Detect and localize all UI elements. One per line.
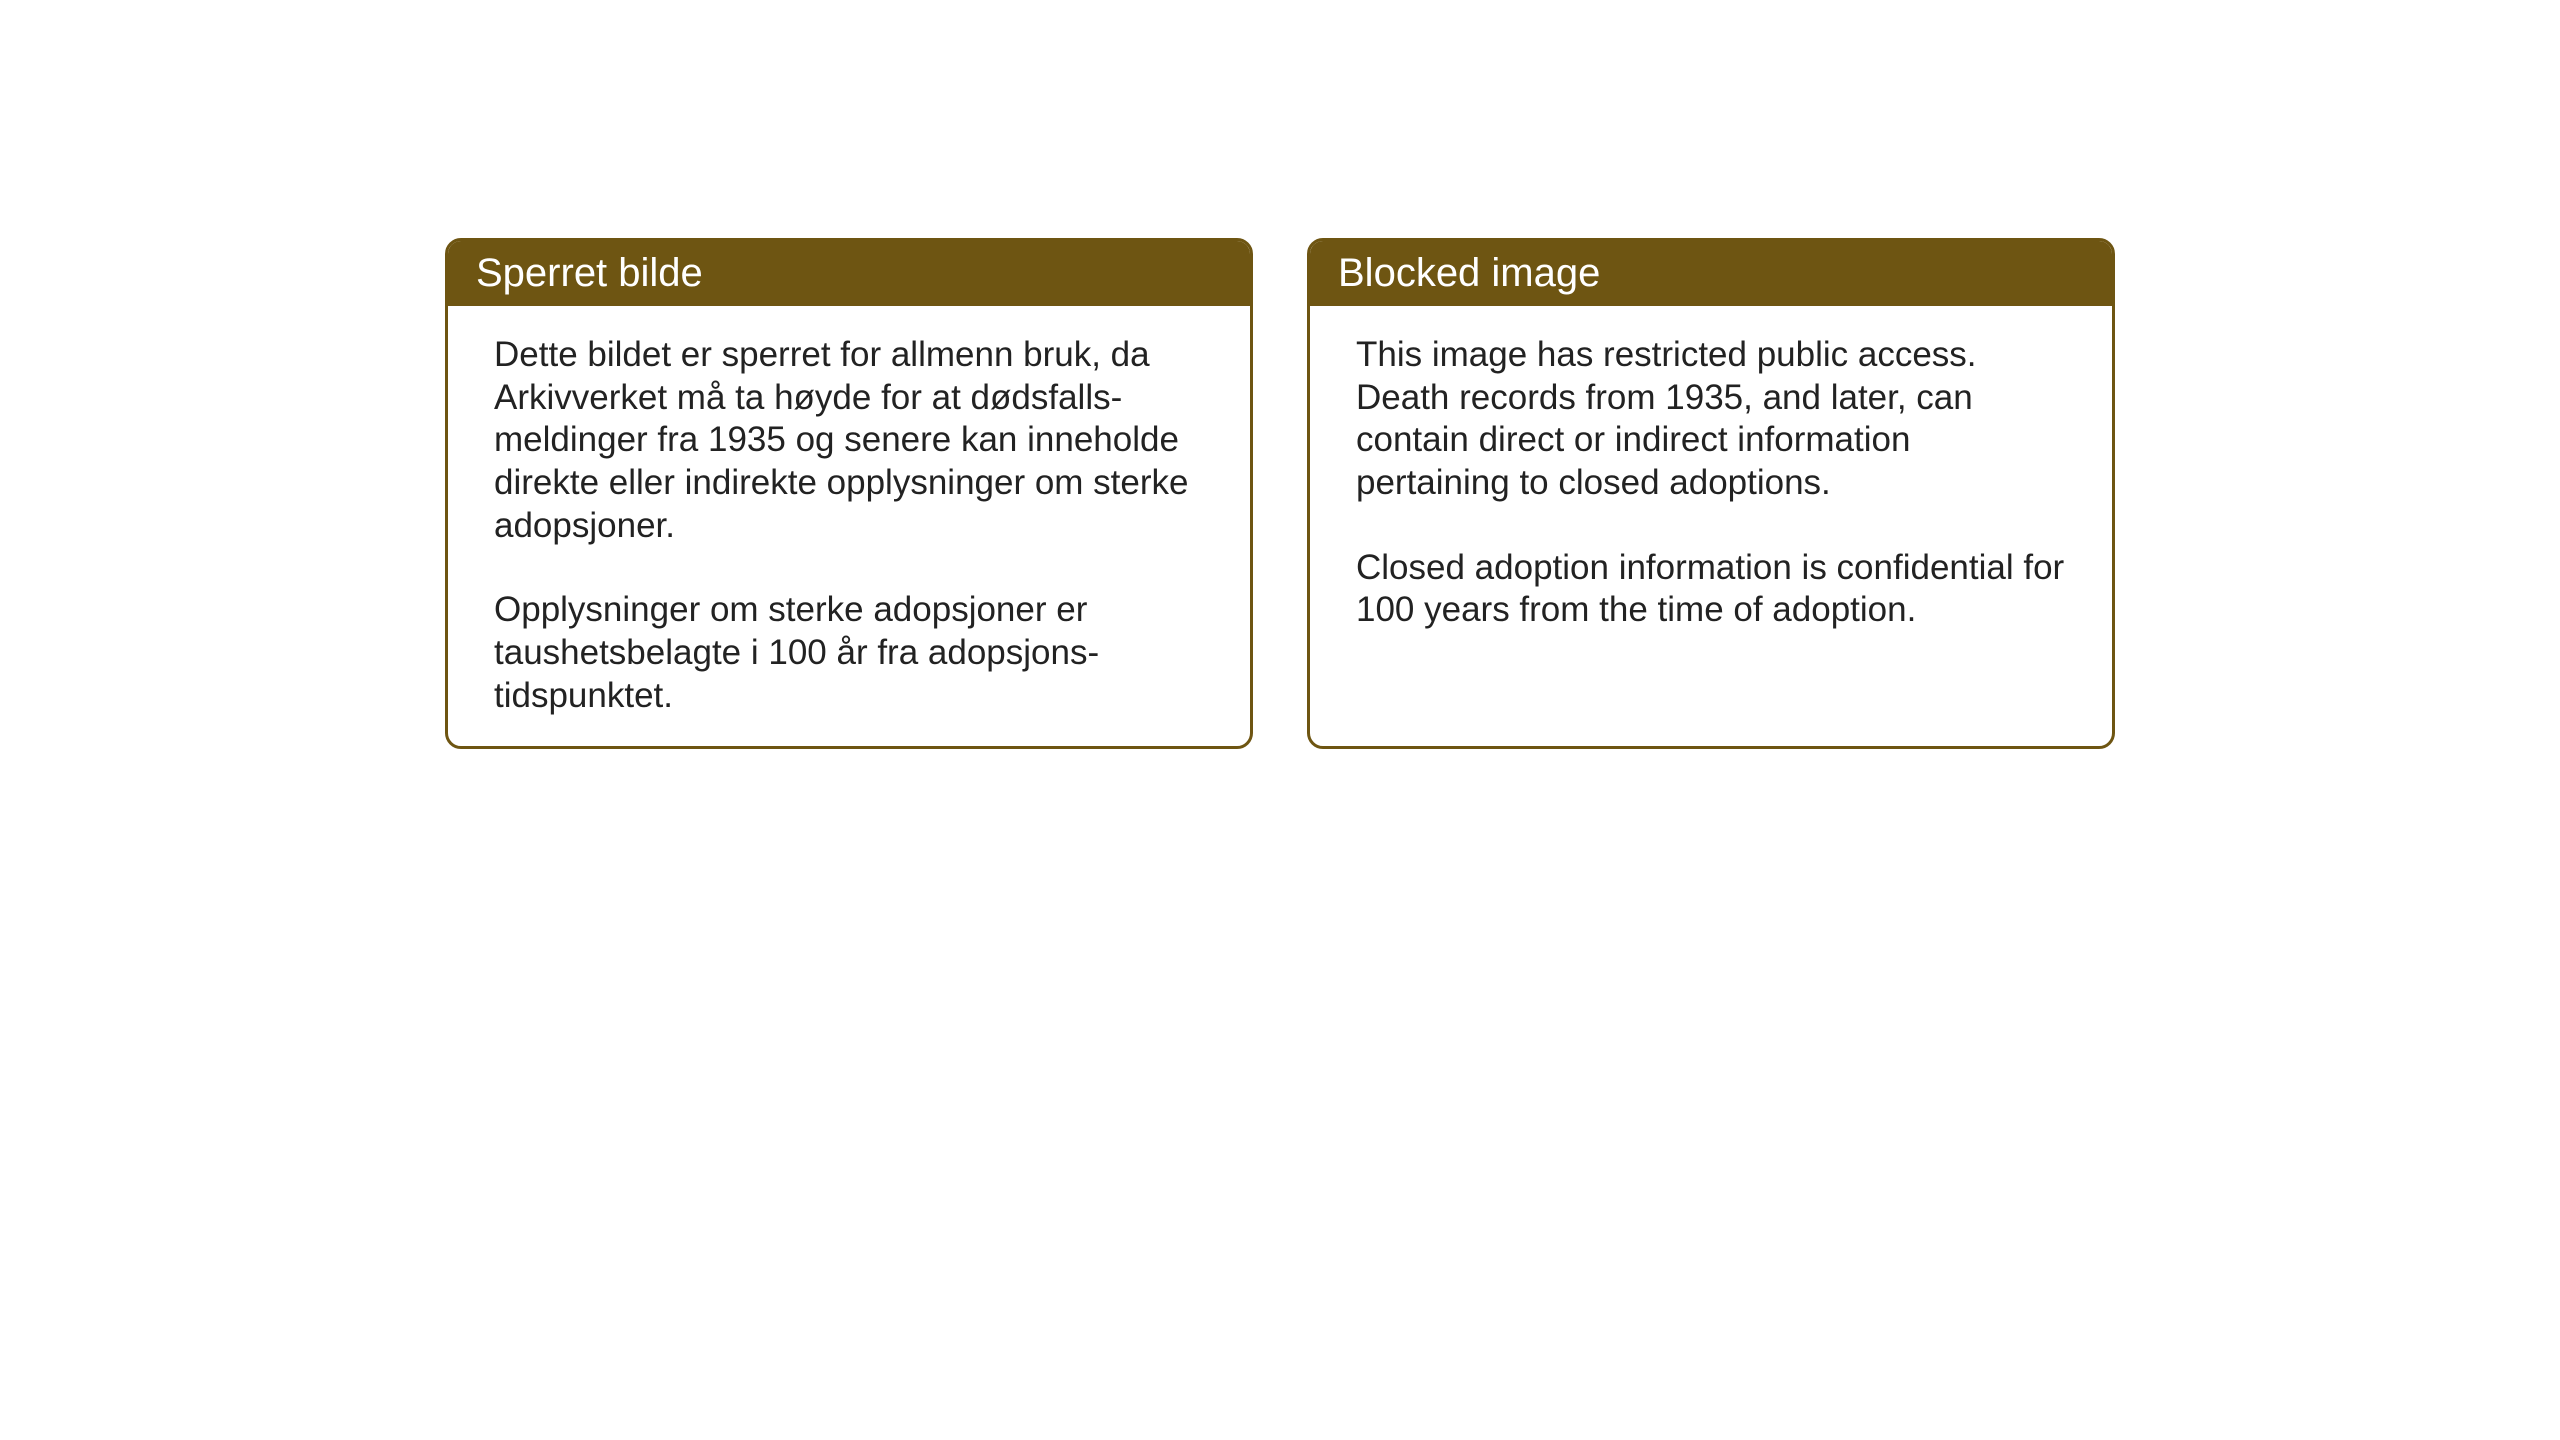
norwegian-paragraph-1: Dette bildet er sperret for allmenn bruk… — [494, 334, 1204, 547]
english-notice-card: Blocked image This image has restricted … — [1307, 238, 2115, 749]
norwegian-paragraph-2: Opplysninger om sterke adopsjoner er tau… — [494, 589, 1204, 717]
english-card-body: This image has restricted public access.… — [1310, 306, 2112, 746]
english-paragraph-2: Closed adoption information is confident… — [1356, 547, 2066, 632]
norwegian-notice-card: Sperret bilde Dette bildet er sperret fo… — [445, 238, 1253, 749]
notice-cards-container: Sperret bilde Dette bildet er sperret fo… — [445, 238, 2115, 749]
english-paragraph-1: This image has restricted public access.… — [1356, 334, 2066, 505]
norwegian-card-body: Dette bildet er sperret for allmenn bruk… — [448, 306, 1250, 749]
english-card-title: Blocked image — [1310, 241, 2112, 306]
norwegian-card-title: Sperret bilde — [448, 241, 1250, 306]
